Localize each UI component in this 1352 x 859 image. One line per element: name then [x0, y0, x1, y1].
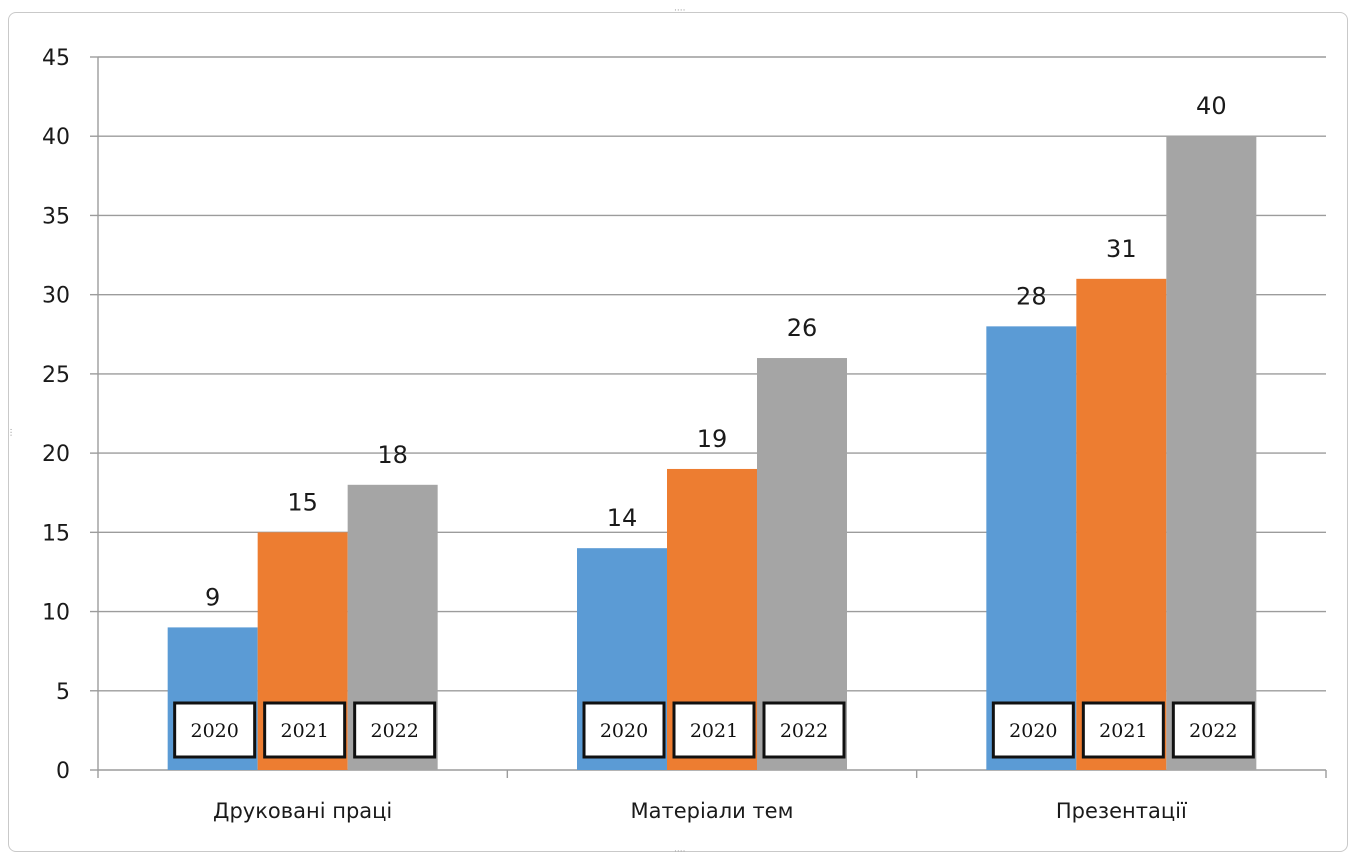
y-tick-label: 45: [42, 46, 70, 71]
year-box-label: 2022: [370, 720, 418, 742]
category-label: Презентації: [1056, 799, 1187, 823]
year-box: [762, 701, 846, 759]
data-label: 40: [1196, 92, 1227, 120]
resize-handle-top-icon[interactable]: ····: [674, 6, 686, 16]
data-label: 28: [1016, 282, 1047, 310]
y-tick-label: 15: [42, 521, 70, 546]
y-tick-label: 40: [42, 125, 70, 150]
year-box: [173, 701, 257, 759]
resize-handle-bottom-icon[interactable]: ····: [674, 847, 686, 857]
year-box-label: 2020: [190, 720, 238, 742]
data-labels: 9 15 18 14 19 26 28 31 40: [205, 92, 1227, 611]
bar: [1166, 136, 1257, 770]
y-tick-label: 35: [42, 204, 70, 229]
data-label: 31: [1106, 235, 1137, 263]
year-box: [353, 701, 437, 759]
y-tick-label: 0: [56, 759, 70, 784]
bar: [757, 358, 847, 770]
y-tick-label: 25: [42, 363, 70, 388]
data-label: 14: [607, 504, 638, 532]
data-label: 9: [205, 583, 220, 611]
data-label: 15: [287, 488, 318, 516]
y-tick-label: 30: [42, 284, 70, 309]
data-label: 19: [697, 425, 728, 453]
year-box-label: 2020: [1009, 720, 1057, 742]
year-box-label: 2021: [280, 720, 328, 742]
y-tick-label: 20: [42, 442, 70, 467]
category-label: Друковані праці: [213, 799, 392, 823]
year-box: [672, 701, 756, 759]
resize-handle-left-icon[interactable]: ···: [5, 428, 15, 437]
y-axis-tick-labels: 0 5 10 15 20 25 30 35 40 45: [42, 46, 70, 784]
y-tick-label: 10: [42, 601, 70, 626]
y-tick-label: 5: [56, 680, 70, 705]
bar: [986, 326, 1077, 770]
data-label: 26: [787, 314, 818, 342]
bars: [167, 136, 1257, 770]
category-label: Матеріали тем: [631, 799, 794, 823]
year-box-label: 2021: [690, 720, 738, 742]
year-box-label: 2022: [780, 720, 828, 742]
year-label-boxes: 2020 2021 2022 2020 2021 2022 2020 2021 2022: [173, 701, 1255, 759]
year-box-label: 2020: [600, 720, 648, 742]
year-box: [582, 701, 666, 759]
data-label: 18: [377, 441, 408, 469]
bar: [1076, 278, 1167, 770]
year-box: [263, 701, 347, 759]
year-box-label: 2021: [1099, 720, 1147, 742]
year-box: [1171, 701, 1255, 759]
year-box: [1081, 701, 1165, 759]
year-box: [991, 701, 1075, 759]
year-box-label: 2022: [1189, 720, 1237, 742]
x-axis-category-labels: Друковані праці Матеріали тем Презентації: [213, 799, 1187, 823]
